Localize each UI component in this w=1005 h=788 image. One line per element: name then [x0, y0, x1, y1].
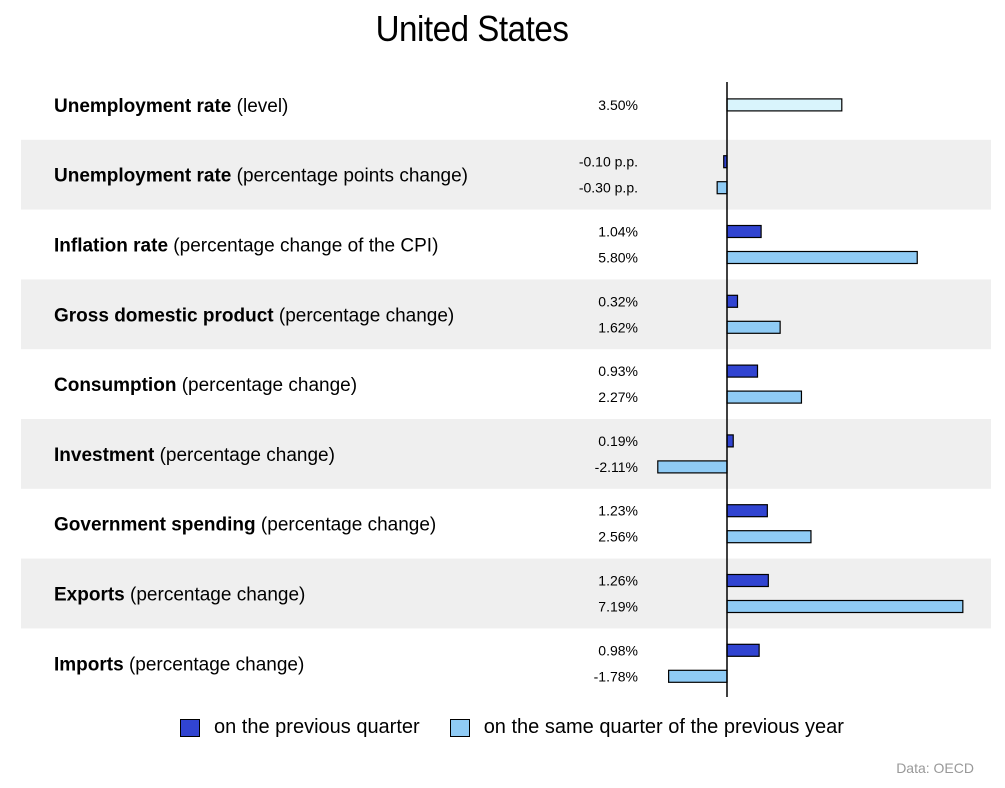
row-band: [21, 419, 991, 489]
data-label: -0.30 p.p.: [579, 180, 638, 196]
row-label-bold: Consumption: [54, 375, 176, 396]
row-band: [21, 279, 991, 350]
row-label: Gross domestic product (percentage chang…: [54, 305, 454, 326]
row-band: [21, 558, 991, 629]
bar-same_quarter_prev_year: [726, 390, 803, 404]
data-label: 1.04%: [598, 224, 638, 240]
row-label-bold: Unemployment rate: [54, 96, 231, 117]
chart-title: United States: [375, 8, 569, 49]
data-label: 0.32%: [598, 293, 638, 309]
bar-same_quarter_prev_year: [657, 460, 728, 474]
bar-previous_quarter: [726, 434, 734, 448]
row-label: Unemployment rate (level): [54, 96, 288, 117]
data-label: 2.27%: [598, 389, 638, 405]
row-label-bold: Gross domestic product: [54, 305, 274, 326]
data-label: -2.11%: [595, 459, 638, 475]
row-label: Consumption (percentage change): [54, 375, 357, 396]
data-label: 0.19%: [598, 433, 638, 449]
row-label-bold: Imports: [54, 654, 124, 675]
bar-previous_quarter: [726, 224, 762, 239]
row-label-bold: Investment: [54, 445, 155, 466]
bar-previous_quarter: [726, 294, 739, 308]
bar-level: [726, 98, 843, 112]
data-label: 5.80%: [598, 250, 638, 266]
row-label: Inflation rate (percentage change of the…: [54, 236, 438, 257]
bar-same_quarter_prev_year: [726, 599, 964, 614]
data-label: 0.98%: [598, 642, 638, 658]
bar-previous_quarter: [726, 504, 768, 518]
row-label: Investment (percentage change): [54, 445, 335, 466]
row-label-detail: (percentage change): [256, 515, 437, 536]
legend-item-previous-quarter: on the previous quarter: [180, 716, 420, 739]
row-label-detail: (level): [231, 96, 288, 117]
row-label: Exports (percentage change): [54, 585, 305, 606]
data-label: 7.19%: [598, 599, 638, 615]
data-label: 3.50%: [598, 97, 638, 113]
row-label: Unemployment rate (percentage points cha…: [54, 166, 468, 187]
row-label-bold: Unemployment rate: [54, 166, 231, 187]
row-band: [21, 139, 991, 210]
data-label: 1.23%: [598, 503, 638, 519]
legend-label-previous-quarter: on the previous quarter: [214, 716, 420, 738]
legend-label-same-quarter-previous-year: on the same quarter of the previous year: [483, 716, 844, 738]
legend-item-same-quarter-previous-year: on the same quarter of the previous year: [449, 716, 844, 739]
source-note: Data: OECD: [896, 760, 974, 776]
row-label-detail: (percentage change): [176, 375, 357, 396]
row-label-bold: Exports: [54, 585, 125, 606]
row-label-bold: Inflation rate: [54, 236, 168, 257]
bar-previous_quarter: [726, 643, 760, 657]
row-label-bold: Government spending: [54, 515, 256, 536]
data-label: -0.10 p.p.: [579, 154, 638, 170]
bar-same_quarter_prev_year: [668, 669, 728, 683]
row-label: Government spending (percentage change): [54, 515, 436, 536]
bar-same_quarter_prev_year: [726, 250, 918, 265]
data-label: 2.56%: [598, 529, 638, 545]
bar-previous_quarter: [726, 573, 769, 588]
row-label-detail: (percentage points change): [231, 166, 468, 187]
data-label: 1.26%: [598, 573, 638, 589]
chart-legend: on the previous quarter on the same quar…: [180, 716, 844, 739]
row-label: Imports (percentage change): [54, 654, 304, 675]
legend-swatch-previous-quarter: [180, 718, 200, 737]
row-label-detail: (percentage change): [154, 445, 335, 466]
bar-same_quarter_prev_year: [726, 320, 781, 334]
row-label-detail: (percentage change): [274, 305, 455, 326]
bar-same_quarter_prev_year: [726, 530, 812, 544]
row-label-detail: (percentage change): [125, 585, 306, 606]
data-label: 1.62%: [598, 319, 638, 335]
row-label-detail: (percentage change of the CPI): [168, 236, 438, 257]
data-label: -1.78%: [594, 668, 638, 684]
legend-swatch-same-quarter-previous-year: [449, 718, 470, 737]
data-label: 0.93%: [598, 363, 638, 379]
row-label-detail: (percentage change): [124, 654, 305, 675]
bar-previous_quarter: [726, 364, 759, 378]
bar-same_quarter_prev_year: [716, 181, 728, 195]
